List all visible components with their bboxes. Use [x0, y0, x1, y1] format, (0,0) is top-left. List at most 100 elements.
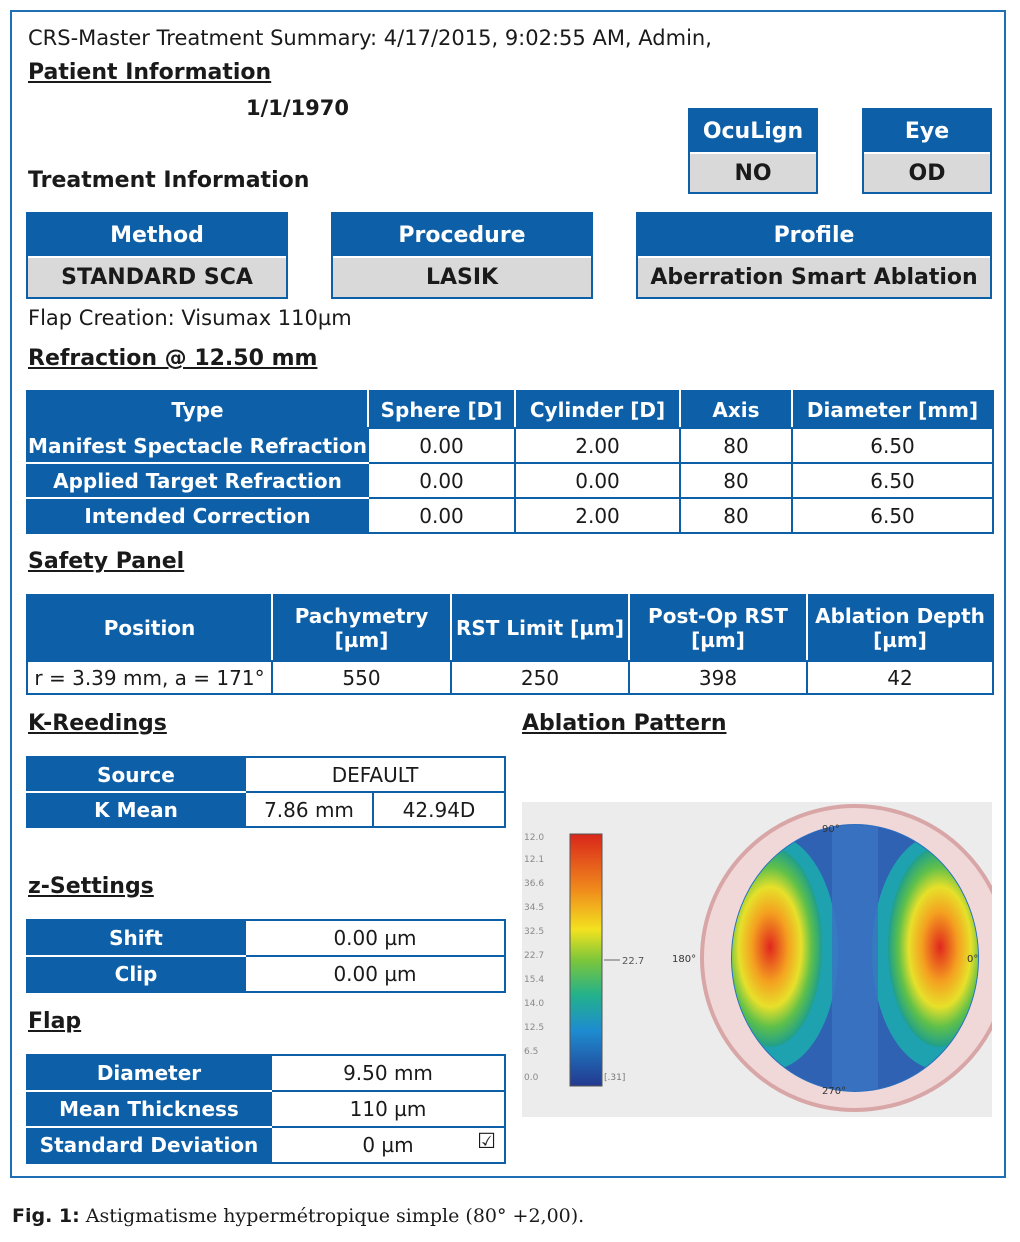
- cell: 0.00: [514, 462, 681, 499]
- refraction-table: Type Sphere [D] Cylinder [D] Axis Diamet…: [26, 390, 994, 534]
- ablation-heading: Ablation Pattern: [522, 711, 727, 736]
- k-readings-table: Source DEFAULT K Mean 7.86 mm 42.94D: [26, 756, 507, 828]
- refraction-heading: Refraction @ 12.50 mm: [28, 346, 318, 371]
- ablation-map: 12.0 12.1 36.6 34.5 32.5 22.7 15.4 14.0 12.5 6…: [522, 802, 1010, 1117]
- cell: 6.50: [791, 427, 994, 464]
- patient-heading: Patient Information: [28, 60, 272, 85]
- col-postop-rst: Post-Op RST [µm]: [628, 594, 808, 662]
- svg-text:15.4: 15.4: [524, 975, 544, 985]
- kmean-d: 42.94D: [371, 791, 507, 828]
- col-sphere: Sphere [D]: [367, 390, 516, 429]
- col-cylinder: Cylinder [D]: [514, 390, 681, 429]
- cell: 80: [679, 497, 793, 534]
- caption-label: Fig. 1:: [12, 1205, 80, 1227]
- safety-heading: Safety Panel: [28, 549, 185, 574]
- cell: 0.00: [367, 462, 516, 499]
- cell: 80: [679, 462, 793, 499]
- oculign-value: NO: [690, 154, 816, 192]
- kmean-mm: 7.86 mm: [244, 791, 374, 828]
- flap-thickness-label: Mean Thickness: [26, 1090, 272, 1128]
- ablation-map-graphic: 12.0 12.1 36.6 34.5 32.5 22.7 15.4 14.0 12.5 6…: [522, 802, 1010, 1117]
- svg-text:34.5: 34.5: [524, 903, 544, 913]
- eye-box: Eye OD: [862, 108, 992, 194]
- col-type: Type: [26, 390, 369, 429]
- flap-diameter-label: Diameter: [26, 1054, 272, 1092]
- row-label: Intended Correction: [26, 497, 369, 534]
- clip-label: Clip: [26, 955, 246, 993]
- flap-table: Diameter 9.50 mm Mean Thickness 110 µm S…: [26, 1054, 506, 1164]
- table-row: Manifest Spectacle Refraction 0.00 2.00 …: [26, 427, 994, 464]
- patient-dob: 1/1/1970: [246, 96, 350, 120]
- row-label: Manifest Spectacle Refraction: [26, 427, 369, 464]
- caption-text: Astigmatisme hypermétropique simple (80°…: [85, 1205, 585, 1227]
- figure-caption: Fig. 1: Astigmatisme hypermétropique sim…: [12, 1205, 584, 1227]
- safety-table: Position Pachymetry [µm] RST Limit [µm] …: [26, 594, 994, 695]
- checkbox-icon: ☑: [477, 1129, 496, 1153]
- flap-sd-label: Standard Deviation: [26, 1126, 272, 1164]
- flap-diameter-value: 9.50 mm: [270, 1054, 506, 1092]
- z-settings-table: Shift 0.00 µm Clip 0.00 µm: [26, 919, 506, 993]
- method-value: STANDARD SCA: [28, 258, 286, 297]
- cell: 6.50: [791, 462, 994, 499]
- method-label: Method: [28, 214, 286, 256]
- oculign-label: OcuLign: [690, 110, 816, 152]
- map-label-left: 180°: [672, 954, 696, 965]
- flap-thickness-value: 110 µm: [270, 1090, 506, 1128]
- flap-sd-cell: 0 µm ☑: [270, 1126, 506, 1164]
- svg-text:12.5: 12.5: [524, 1023, 544, 1033]
- svg-text:14.0: 14.0: [524, 999, 544, 1009]
- cell: 0.00: [367, 497, 516, 534]
- map-label-right: 0°: [967, 954, 978, 965]
- eye-value: OD: [864, 154, 990, 192]
- svg-text:22.7: 22.7: [524, 951, 544, 961]
- scale-marker: 22.7: [622, 956, 644, 967]
- profile-label: Profile: [638, 214, 990, 256]
- source-label: Source: [26, 756, 246, 793]
- procedure-label: Procedure: [333, 214, 591, 256]
- profile-box: Profile Aberration Smart Ablation: [636, 212, 992, 299]
- kmean-label: K Mean: [26, 791, 246, 828]
- table-row: r = 3.39 mm, a = 171° 550 250 398 42: [26, 660, 994, 695]
- row-label: Applied Target Refraction: [26, 462, 369, 499]
- cell: 80: [679, 427, 793, 464]
- flap-creation: Flap Creation: Visumax 110µm: [28, 306, 352, 330]
- shift-label: Shift: [26, 919, 246, 957]
- z-settings-heading: z-Settings: [28, 874, 154, 899]
- report-title: CRS-Master Treatment Summary: 4/17/2015,…: [28, 26, 712, 50]
- treatment-heading: Treatment Information: [28, 168, 310, 193]
- procedure-box: Procedure LASIK: [331, 212, 593, 299]
- cell: 0.00: [367, 427, 516, 464]
- cell: 6.50: [791, 497, 994, 534]
- flap-heading: Flap: [28, 1009, 82, 1034]
- eye-label: Eye: [864, 110, 990, 152]
- cell: 250: [450, 660, 630, 695]
- map-label-bottom: 270°: [822, 1086, 846, 1097]
- cell: 550: [271, 660, 452, 695]
- summary-frame: [10, 10, 1006, 1178]
- table-row: Applied Target Refraction 0.00 0.00 80 6…: [26, 462, 994, 499]
- col-rst-limit: RST Limit [µm]: [450, 594, 630, 662]
- svg-text:32.5: 32.5: [524, 927, 544, 937]
- profile-value: Aberration Smart Ablation: [638, 258, 990, 297]
- col-position: Position: [26, 594, 273, 662]
- table-row: Intended Correction 0.00 2.00 80 6.50: [26, 497, 994, 534]
- col-diameter: Diameter [mm]: [791, 390, 994, 429]
- cell: 42: [806, 660, 994, 695]
- svg-text:6.5: 6.5: [524, 1047, 538, 1057]
- svg-text:[.31]: [.31]: [604, 1073, 625, 1083]
- svg-text:12.1: 12.1: [524, 855, 544, 865]
- clip-value: 0.00 µm: [244, 955, 506, 993]
- cell: 2.00: [514, 497, 681, 534]
- cell: r = 3.39 mm, a = 171°: [26, 660, 273, 695]
- col-ablation-depth: Ablation Depth [µm]: [806, 594, 994, 662]
- cell: 398: [628, 660, 808, 695]
- map-label-top: 90°: [822, 824, 840, 835]
- method-box: Method STANDARD SCA: [26, 212, 288, 299]
- col-pachymetry: Pachymetry [µm]: [271, 594, 452, 662]
- procedure-value: LASIK: [333, 258, 591, 297]
- svg-text:0.0: 0.0: [524, 1073, 539, 1083]
- k-readings-heading: K-Reedings: [28, 711, 167, 736]
- svg-text:36.6: 36.6: [524, 879, 544, 889]
- svg-text:12.0: 12.0: [524, 833, 544, 843]
- cell: 2.00: [514, 427, 681, 464]
